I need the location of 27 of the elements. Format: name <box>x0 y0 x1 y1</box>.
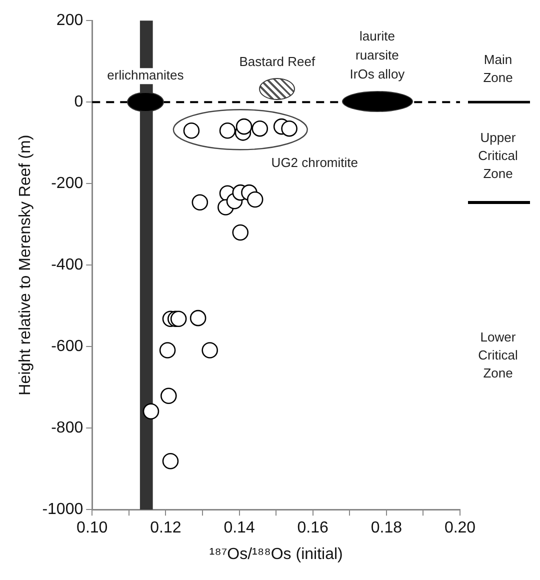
y-tick-label: -400 <box>51 256 84 274</box>
text: Upper Critical Zone <box>478 130 518 182</box>
y-axis-title: Height relative to Merensky Reef (m) <box>17 134 34 396</box>
y-tick-label: -1000 <box>42 501 84 518</box>
annotation: Bastard Reef <box>239 54 316 70</box>
y-tick-label: -800 <box>51 420 84 437</box>
x-tick-label: 0.16 <box>297 520 329 537</box>
x-tick-label: 0.14 <box>224 520 255 537</box>
annotation: erlichmanites <box>107 68 184 83</box>
text: Lower Critical Zone <box>478 330 518 381</box>
point <box>142 403 160 420</box>
x-tick-label: 0.18 <box>370 520 402 537</box>
point <box>170 310 187 328</box>
annotation: laurite ruarsite IrOs alloy <box>350 28 406 82</box>
y-tick-label: 0 <box>74 94 84 111</box>
x-tick-label: 0.10 <box>76 520 108 537</box>
x-axis-title: ¹⁸⁷Os/¹⁸⁸Os (initial) <box>209 546 343 563</box>
x-tick-label: 0.20 <box>444 520 476 537</box>
series-label: UG2 chromitite <box>271 155 358 170</box>
text: Main Zone <box>483 52 513 86</box>
point <box>281 120 298 137</box>
y-tick-label: 200 <box>56 12 84 30</box>
x-tick-label: 0.12 <box>150 520 182 537</box>
point <box>246 191 264 208</box>
point <box>236 118 252 135</box>
y-tick-label: -200 <box>51 175 84 192</box>
y-tick-label: -600 <box>51 338 84 356</box>
